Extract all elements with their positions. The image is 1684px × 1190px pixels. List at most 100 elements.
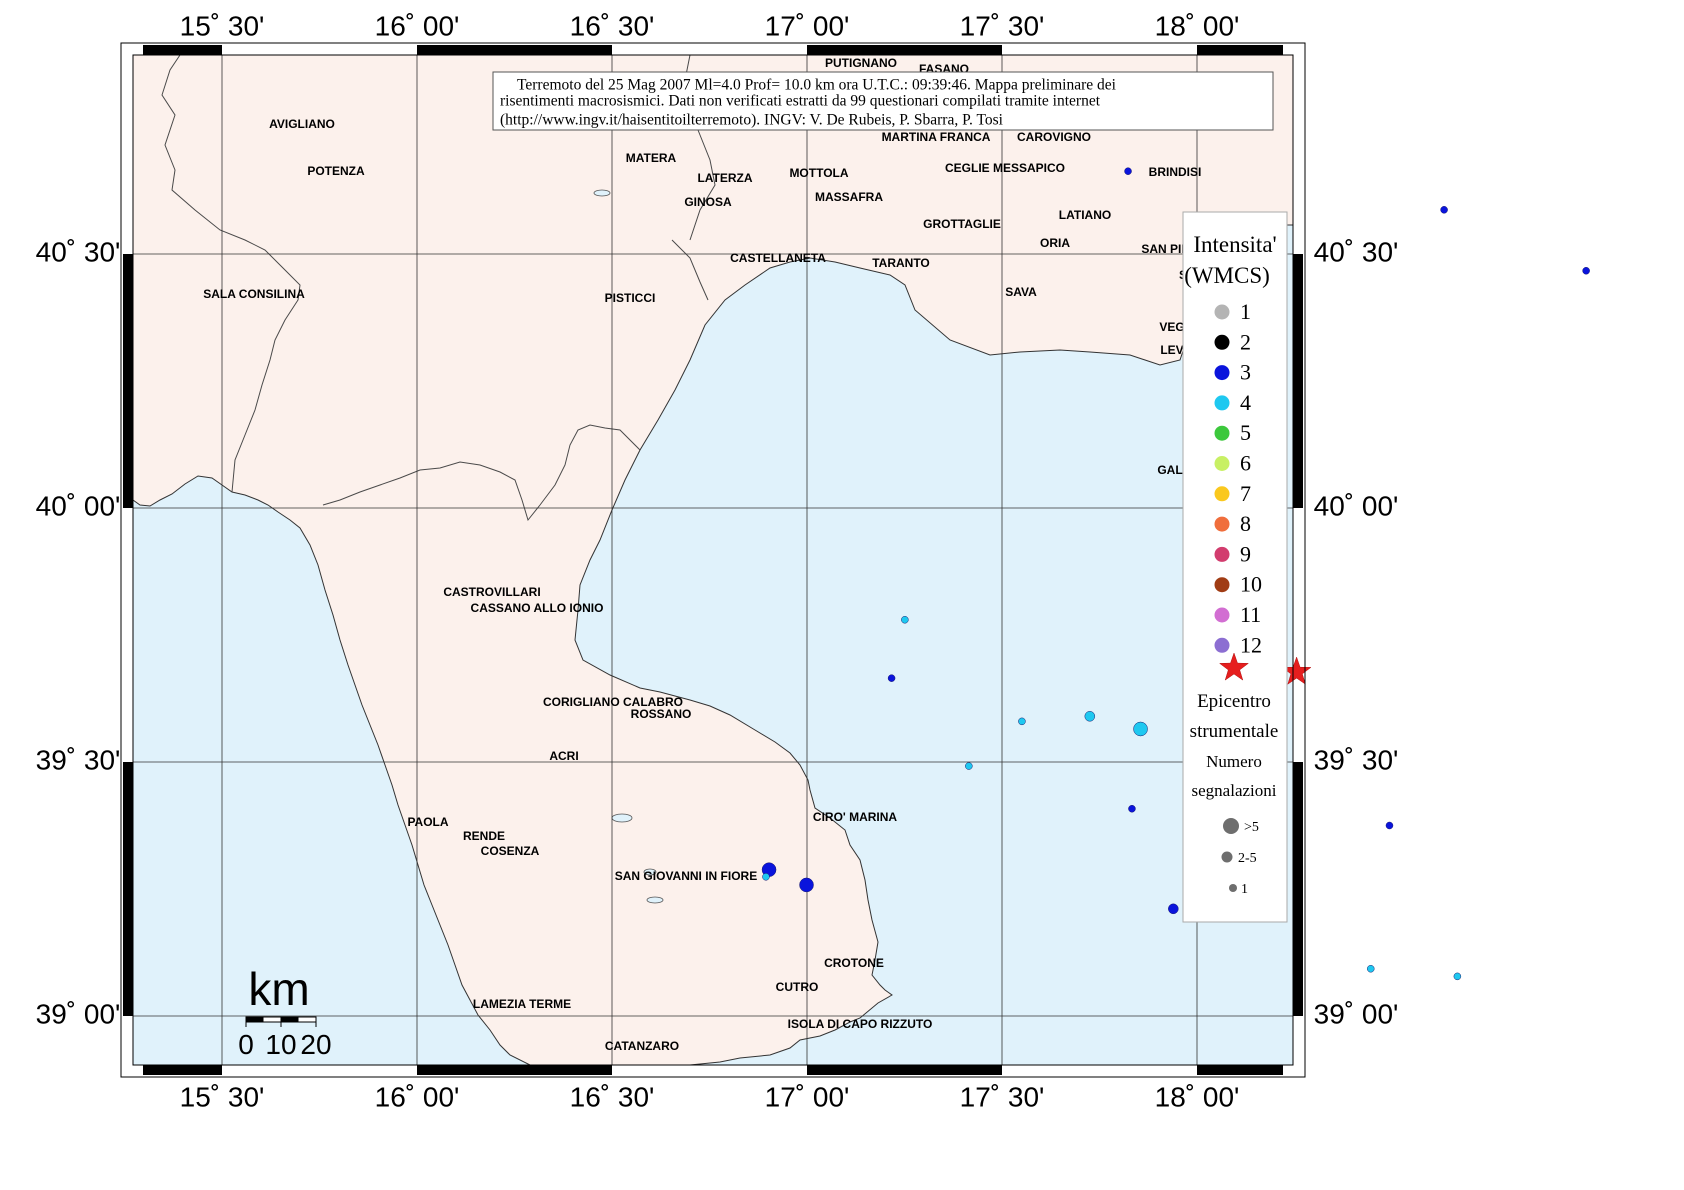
bottom-axis-label: 18˚ 00' [1155,1081,1240,1112]
top-axis-label: 15˚ 30' [180,10,265,41]
frame-segment [123,254,133,508]
top-axis-label: 16˚ 00' [375,10,460,41]
intensity-point [1133,721,1148,737]
bottom-axis-label: 16˚ 00' [375,1081,460,1112]
intensity-point [1440,206,1448,214]
legend-intensity-swatch [1214,516,1230,532]
legend-title-2: (WMCS) [1184,263,1270,288]
town-label: ROSSANO [631,707,692,721]
intensity-point [1128,804,1136,813]
legend-intensity-label: 6 [1240,451,1251,476]
legend-count-symbol-small [1229,884,1237,892]
top-axis-label: 17˚ 00' [765,10,850,41]
lake [643,868,657,876]
legend-intensity-label: 11 [1240,602,1261,627]
intensity-point [1018,717,1026,726]
frame-segment [417,1065,612,1075]
right-axis-label: 39˚ 00' [1314,998,1399,1029]
right-axis-label: 40˚ 30' [1314,236,1399,267]
frame-segment [143,45,222,55]
bottom-axis-label: 17˚ 00' [765,1081,850,1112]
top-axis-label: 17˚ 30' [960,10,1045,41]
legend-intensity-swatch [1214,425,1230,441]
map-area [133,55,1293,1065]
legend-intensity-swatch [1214,304,1230,320]
scale-unit: km [248,963,309,1015]
intensity-point [1385,821,1394,830]
left-axis-label: 39˚ 30' [36,744,121,775]
region-border-basilicata-apulia-south [671,239,709,301]
legend-intensity-swatch [1214,577,1230,593]
town-label: GINOSA [684,195,732,209]
town-label: CASTELLANETA [730,251,826,265]
top-axis-label: 16˚ 30' [570,10,655,41]
region-border-basilicata-calabria [322,424,641,522]
lake [593,189,611,197]
legend-count-medium-label: 2-5 [1238,851,1257,866]
intensity-point [901,616,909,624]
legend-intensity-label: 9 [1240,541,1251,566]
legend-intensity-swatch [1214,637,1230,653]
frame-segment [1197,1065,1283,1075]
town-label: CIRO' MARINA [813,810,898,824]
bottom-axis-label: 15˚ 30' [180,1081,265,1112]
intensity-point [1124,167,1132,175]
legend-intensity-label: 3 [1240,360,1251,385]
frame-segment [143,1065,222,1075]
title-line-2: risentimenti macrosismici. Dati non veri… [500,93,1101,110]
region-border-campania-basilicata [161,55,301,493]
lake [646,896,664,904]
intensity-point [1366,965,1375,973]
town-label: COSENZA [481,844,540,858]
intensity-point [1168,903,1179,915]
scale-label-20: 20 [300,1029,331,1060]
town-label: SALA CONSILINA [203,287,305,301]
legend-title-1: Intensita' [1193,232,1276,257]
title-box: Terremoto del 25 Mag 2007 Ml=4.0 Prof= 1… [492,71,1274,131]
town-label: PISTICCI [605,291,656,305]
legend-intensity-swatch [1214,486,1230,502]
scale-bar-segment [246,1017,264,1022]
intensity-point [965,762,973,770]
legend-count-large-label: >5 [1244,820,1259,835]
legend-intensity-swatch [1214,334,1230,350]
legend-count-symbol-medium [1221,851,1233,863]
town-label: CORIGLIANO CALABRO [543,695,683,709]
scale-bar-segment [281,1017,299,1022]
title-line-1: Terremoto del 25 Mag 2007 Ml=4.0 Prof= 1… [517,77,1117,94]
town-label: PUTIGNANO [825,56,897,70]
intensity-point [887,674,896,682]
town-label: GAL [1157,463,1182,477]
town-label: CAROVIGNO [1017,130,1091,144]
town-label: SAN GIOVANNI IN FIORE [615,869,757,883]
frame-segment [1293,254,1303,508]
inner-frame [132,54,1294,1066]
town-label: RENDE [463,829,505,843]
frame-segment [1197,45,1283,55]
left-axis-label: 40˚ 30' [36,236,121,267]
legend-count-label-2: segnalazioni [1192,781,1277,800]
intensity-point [1084,711,1096,722]
town-label: MARTINA FRANCA [882,130,991,144]
axis-labels: 15˚ 30' 16˚ 00' 16˚ 30' 17˚ 00' 17˚ 30' 18˚ 0… [36,10,1399,1112]
left-axis-label: 40˚ 00' [36,490,121,521]
legend-intensity-swatch [1214,395,1230,411]
scale-label-0: 0 [238,1029,254,1060]
legend-intensity-swatch [1214,546,1230,562]
intensity-point [799,877,814,893]
left-axis-label: 39˚ 00' [36,998,121,1029]
town-label: CASSANO ALLO IONIO [471,601,604,615]
intensity-point [1453,972,1462,981]
intensity-point [762,873,770,881]
town-label: MASSAFRA [815,190,883,204]
bottom-axis-label: 16˚ 30' [570,1081,655,1112]
legend-intensity-label: 12 [1240,632,1262,657]
town-label: CROTONE [824,956,884,970]
town-label: TARANTO [872,256,930,270]
legend-intensity-label: 1 [1240,299,1251,324]
right-axis-label: 39˚ 30' [1314,744,1399,775]
town-label: LAMEZIA TERME [473,997,571,1011]
town-label: GROTTAGLIE [923,217,1001,231]
